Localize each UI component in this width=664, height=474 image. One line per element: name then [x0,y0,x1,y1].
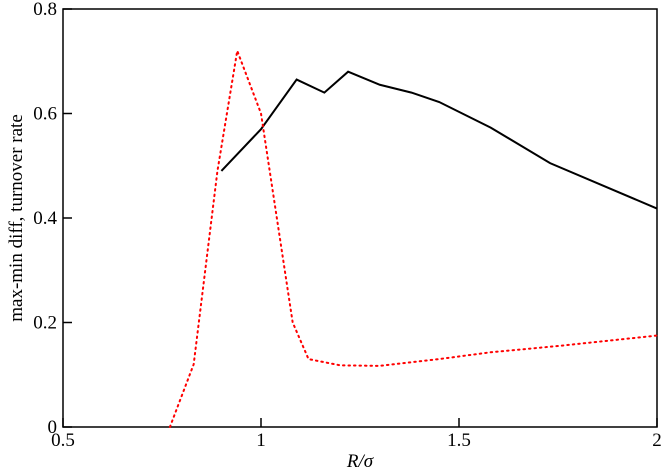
y-tick-label: 0.2 [33,313,57,334]
x-tick-label: 1.5 [447,430,471,451]
x-tick-label: 0.5 [51,430,75,451]
y-tick-label: 0.4 [33,208,57,229]
y-axis-label: max-min diff, turnover rate [6,114,27,322]
y-tick-label: 0.8 [33,0,57,20]
series-line [220,70,658,210]
series-line [168,46,658,428]
x-axis-label: R/σ [346,451,374,472]
y-tick-label: 0 [48,417,58,438]
x-tick-label: 1 [256,430,266,451]
plot-frame [62,8,658,428]
x-tick-label: 2 [652,430,662,451]
y-tick-label: 0.6 [33,104,57,125]
